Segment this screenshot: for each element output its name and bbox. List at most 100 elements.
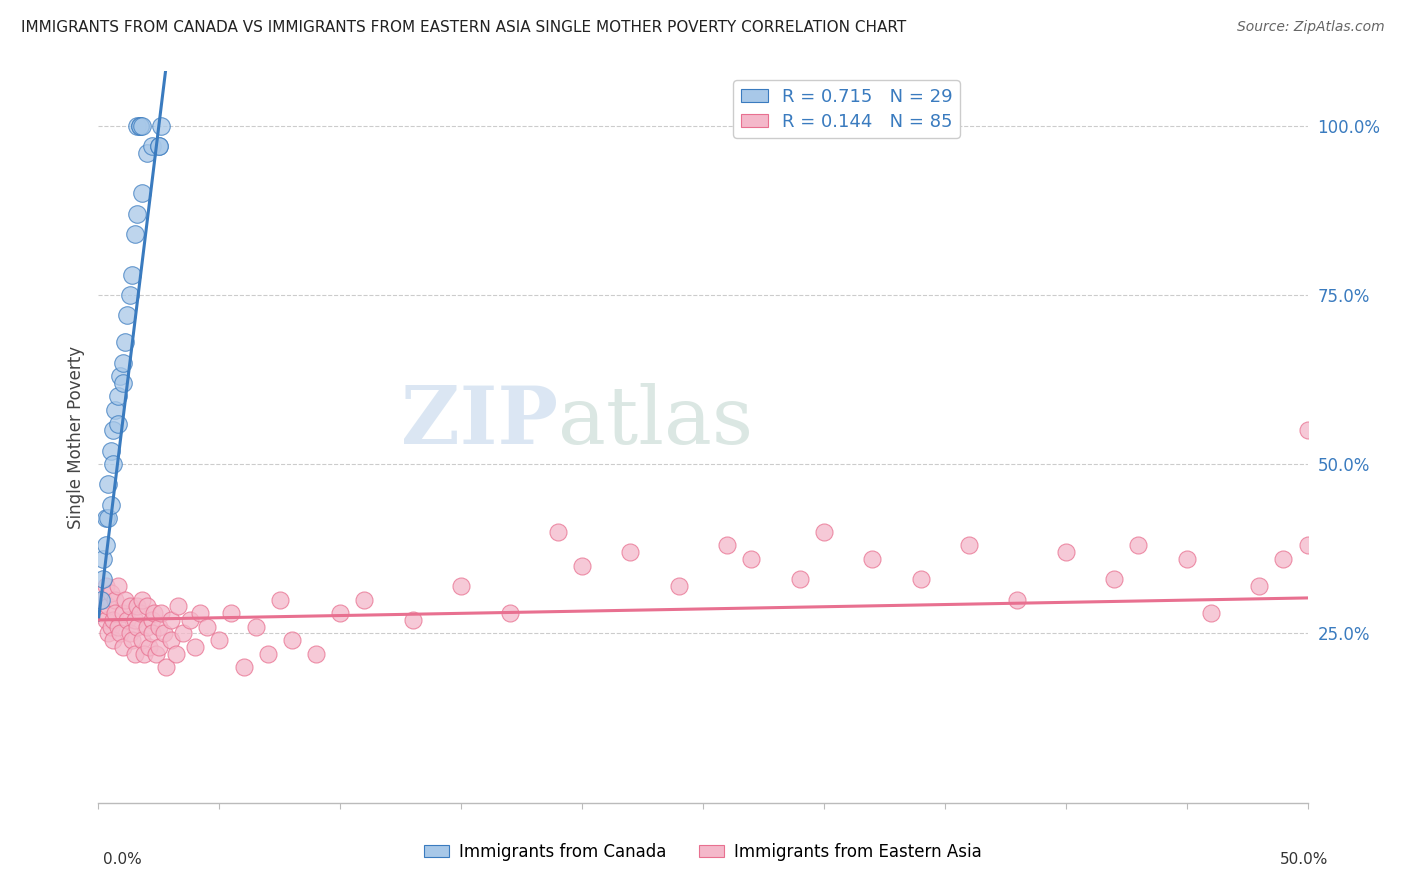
Point [104, 606, 127, 620]
Point [281, 633, 304, 648]
Point [107, 579, 129, 593]
Point [232, 660, 254, 674]
Point [108, 369, 131, 384]
Point [141, 613, 163, 627]
Point [1296, 423, 1319, 437]
Point [100, 443, 122, 458]
Point [668, 579, 690, 593]
Point [91, 592, 114, 607]
Point [90, 592, 112, 607]
Point [245, 620, 267, 634]
Point [100, 620, 122, 634]
Point [107, 417, 129, 431]
Point [114, 592, 136, 607]
Text: 0.0%: 0.0% [103, 852, 142, 867]
Point [1296, 538, 1319, 552]
Point [1175, 552, 1198, 566]
Point [160, 633, 183, 648]
Point [208, 633, 231, 648]
Point [138, 640, 160, 654]
Point [148, 139, 170, 153]
Point [97, 511, 120, 525]
Point [195, 620, 218, 634]
Point [128, 119, 150, 133]
Point [127, 119, 149, 133]
Point [1272, 552, 1295, 566]
Point [165, 647, 187, 661]
Point [97, 626, 120, 640]
Point [124, 227, 146, 241]
Point [547, 524, 569, 539]
Point [128, 119, 150, 133]
Point [148, 620, 170, 634]
Point [135, 599, 157, 614]
Point [94, 613, 117, 627]
Point [118, 288, 141, 302]
Point [860, 552, 883, 566]
Point [91, 552, 114, 566]
Point [148, 640, 170, 654]
Point [131, 633, 153, 648]
Point [1128, 538, 1150, 552]
Point [1007, 592, 1029, 607]
Point [740, 552, 762, 566]
Point [127, 206, 149, 220]
Point [172, 626, 194, 640]
Point [131, 186, 153, 201]
Point [114, 335, 136, 350]
Point [117, 613, 139, 627]
Point [269, 592, 291, 607]
Point [107, 389, 129, 403]
Point [143, 606, 166, 620]
Point [111, 640, 134, 654]
Point [148, 139, 170, 153]
Point [184, 640, 207, 654]
Point [101, 423, 124, 437]
Text: Source: ZipAtlas.com: Source: ZipAtlas.com [1237, 20, 1385, 34]
Point [150, 606, 173, 620]
Point [90, 606, 112, 620]
Point [121, 633, 143, 648]
Point [957, 538, 980, 552]
Point [127, 620, 149, 634]
Text: ZIP: ZIP [401, 384, 558, 461]
Point [789, 572, 811, 586]
Point [94, 511, 117, 525]
Point [179, 613, 201, 627]
Point [402, 613, 425, 627]
Point [498, 606, 520, 620]
Point [91, 572, 114, 586]
Point [131, 592, 153, 607]
Point [97, 599, 120, 614]
Point [107, 620, 129, 634]
Point [450, 579, 472, 593]
Point [305, 647, 328, 661]
Point [188, 606, 211, 620]
Point [155, 660, 177, 674]
Point [910, 572, 932, 586]
Point [167, 599, 190, 614]
Point [111, 355, 134, 369]
Text: atlas: atlas [558, 384, 754, 461]
Point [121, 268, 143, 282]
Point [141, 626, 163, 640]
Point [934, 119, 956, 133]
Point [100, 586, 122, 600]
Point [94, 538, 117, 552]
Point [111, 376, 134, 390]
Point [111, 606, 134, 620]
Legend: Immigrants from Canada, Immigrants from Eastern Asia: Immigrants from Canada, Immigrants from … [418, 837, 988, 868]
Point [104, 403, 127, 417]
Point [128, 606, 150, 620]
Point [97, 477, 120, 491]
Point [134, 647, 156, 661]
Point [135, 145, 157, 160]
Point [101, 613, 124, 627]
Point [571, 558, 593, 573]
Point [94, 579, 117, 593]
Point [101, 457, 124, 471]
Point [127, 599, 149, 614]
Point [108, 626, 131, 640]
Point [124, 647, 146, 661]
Point [152, 626, 174, 640]
